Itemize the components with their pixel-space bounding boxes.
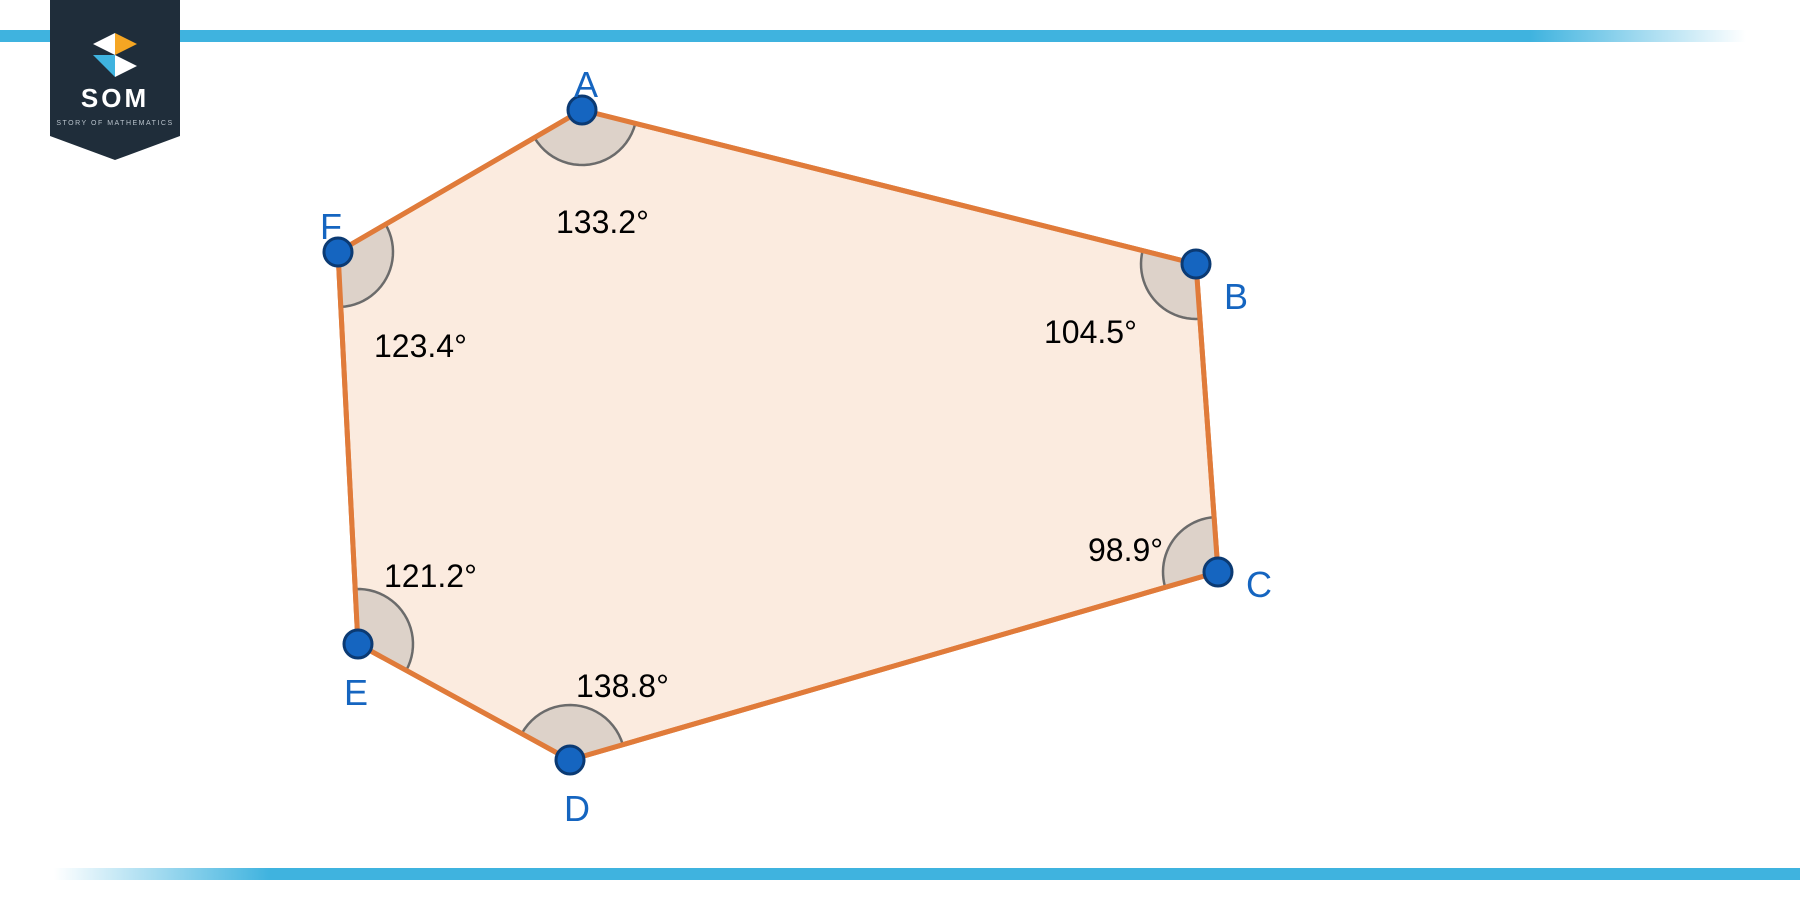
brand-icon bbox=[93, 33, 137, 77]
brand-name: SOM bbox=[81, 83, 149, 114]
vertex-label-a: A bbox=[574, 64, 598, 106]
bottom-accent-bar bbox=[0, 868, 1800, 880]
vertex-label-d: D bbox=[564, 788, 590, 830]
top-accent-bar bbox=[0, 30, 1800, 42]
angle-label-d: 138.8° bbox=[576, 668, 669, 705]
brand-tagline: STORY OF MATHEMATICS bbox=[56, 120, 173, 127]
angle-label-e: 121.2° bbox=[384, 558, 477, 595]
vertex-label-f: F bbox=[320, 206, 342, 248]
angle-label-c: 98.9° bbox=[1088, 532, 1163, 569]
brand-badge: SOM STORY OF MATHEMATICS bbox=[50, 0, 180, 160]
angle-label-a: 133.2° bbox=[556, 204, 649, 241]
hexagon-diagram: A 133.2° B 104.5° C 98.9° D 138.8° E 121.2° F 123.4… bbox=[260, 50, 1540, 850]
vertex-label-e: E bbox=[344, 672, 368, 714]
diagram-svg bbox=[260, 50, 1540, 850]
vertex-label-b: B bbox=[1224, 276, 1248, 318]
angle-label-b: 104.5° bbox=[1044, 314, 1137, 351]
angle-label-f: 123.4° bbox=[374, 328, 467, 365]
vertex-label-c: C bbox=[1246, 564, 1272, 606]
